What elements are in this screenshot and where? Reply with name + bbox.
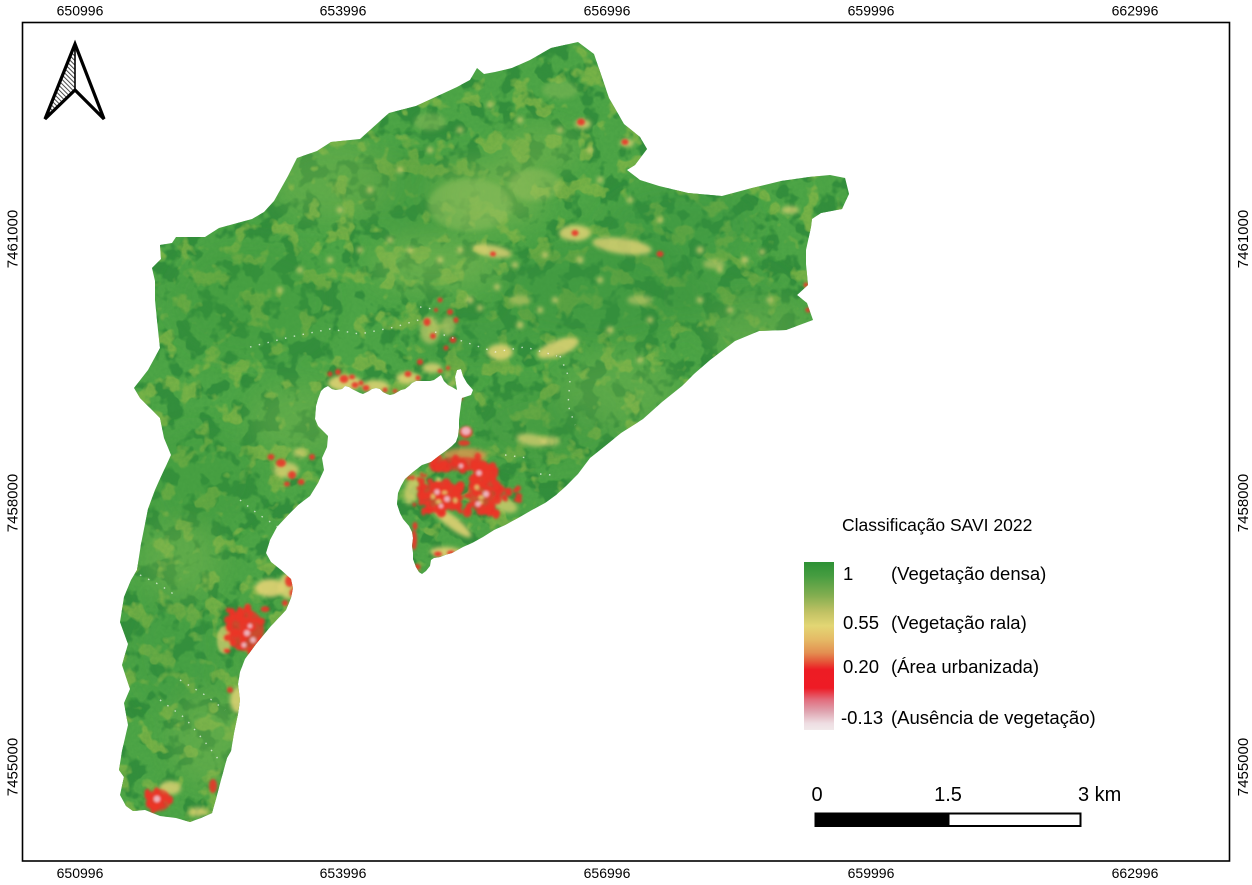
svg-text:7461000: 7461000 xyxy=(1235,210,1252,268)
svg-text:(Área urbanizada): (Área urbanizada) xyxy=(891,656,1039,677)
svg-text:650996: 650996 xyxy=(57,3,104,19)
svg-text:662996: 662996 xyxy=(1112,865,1159,881)
svg-text:3 km: 3 km xyxy=(1078,784,1121,806)
svg-text:653996: 653996 xyxy=(320,3,367,19)
svg-text:0.55: 0.55 xyxy=(843,612,879,633)
svg-text:(Vegetação rala): (Vegetação rala) xyxy=(891,612,1027,633)
svg-text:659996: 659996 xyxy=(848,865,895,881)
svg-text:(Vegetação densa): (Vegetação densa) xyxy=(891,563,1046,584)
svg-text:659996: 659996 xyxy=(848,3,895,19)
svg-text:7458000: 7458000 xyxy=(1235,474,1252,532)
svg-text:(Ausência de vegetação): (Ausência de vegetação) xyxy=(891,707,1096,728)
svg-text:653996: 653996 xyxy=(320,865,367,881)
svg-text:Classificação SAVI 2022: Classificação SAVI 2022 xyxy=(842,515,1032,535)
svg-text:7455000: 7455000 xyxy=(5,738,22,796)
svg-text:0.20: 0.20 xyxy=(843,656,879,677)
svg-text:7458000: 7458000 xyxy=(5,474,22,532)
svg-text:-0.13: -0.13 xyxy=(841,707,883,728)
svg-text:0: 0 xyxy=(811,784,822,806)
svg-text:7461000: 7461000 xyxy=(5,210,22,268)
svg-text:7455000: 7455000 xyxy=(1235,738,1252,796)
svg-text:662996: 662996 xyxy=(1112,3,1159,19)
svg-text:1.5: 1.5 xyxy=(934,784,962,806)
svg-text:650996: 650996 xyxy=(57,865,104,881)
svg-text:656996: 656996 xyxy=(584,865,631,881)
svg-text:656996: 656996 xyxy=(584,3,631,19)
svg-text:1: 1 xyxy=(843,563,853,584)
